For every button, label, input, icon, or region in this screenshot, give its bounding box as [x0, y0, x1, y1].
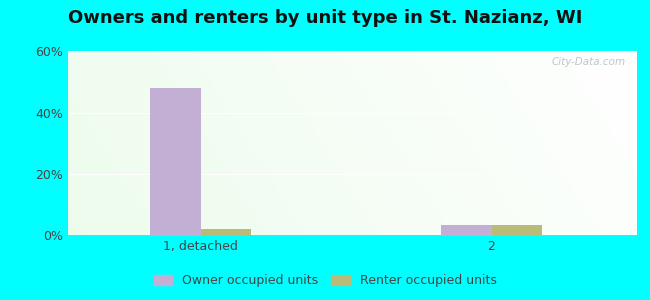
Legend: Owner occupied units, Renter occupied units: Owner occupied units, Renter occupied un… [150, 270, 500, 291]
Bar [441, 225, 491, 236]
Bar [491, 225, 541, 236]
Text: Owners and renters by unit type in St. Nazianz, WI: Owners and renters by unit type in St. N… [68, 9, 582, 27]
Bar [200, 229, 251, 236]
Text: City-Data.com: City-Data.com [551, 56, 625, 67]
Bar [150, 88, 200, 236]
